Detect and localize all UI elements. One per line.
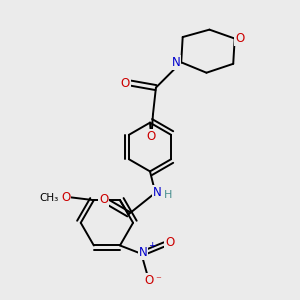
Text: O: O	[147, 130, 156, 143]
Text: N: N	[139, 246, 147, 259]
Text: O: O	[236, 32, 245, 45]
Text: N: N	[172, 56, 180, 69]
Text: ⁻: ⁻	[155, 275, 161, 286]
Text: O: O	[99, 193, 108, 206]
Text: O: O	[61, 191, 70, 204]
Text: CH₃: CH₃	[40, 193, 59, 203]
Text: H: H	[164, 190, 172, 200]
Text: +: +	[148, 241, 155, 250]
Text: N: N	[152, 186, 161, 199]
Text: O: O	[165, 236, 175, 249]
Text: O: O	[121, 76, 130, 90]
Text: O: O	[145, 274, 154, 287]
